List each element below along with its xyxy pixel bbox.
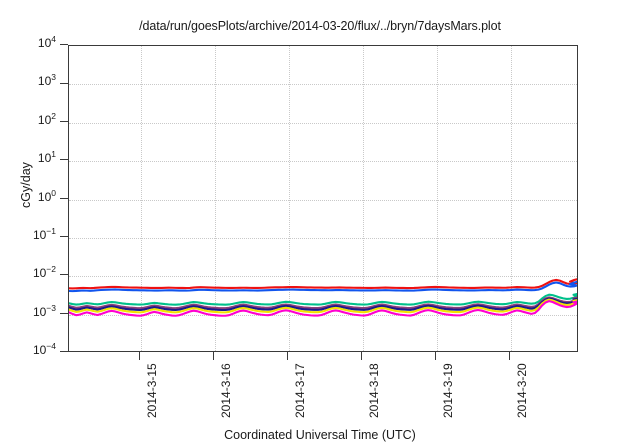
y-axis-tick-label: 104 — [37, 34, 56, 50]
y-axis-tick — [60, 44, 68, 46]
x-axis-tick-label: 2014-3-20 — [515, 363, 530, 418]
page-title: /data/run/goesPlots/archive/2014-03-20/f… — [139, 19, 501, 33]
y-axis-tick — [60, 197, 68, 199]
data-traces — [69, 46, 577, 351]
gridline-vertical — [141, 46, 142, 351]
x-axis-tick — [139, 352, 141, 360]
x-axis-tick-label: 2014-3-17 — [293, 363, 307, 418]
gridline-horizontal — [69, 84, 577, 86]
plot-area — [68, 45, 578, 352]
y-axis-tick — [60, 120, 68, 122]
x-axis-tick — [287, 352, 289, 360]
y-axis-tick — [60, 351, 68, 353]
y-axis-tick-label: 100 — [37, 187, 56, 204]
y-axis-tick-label: 10−3 — [32, 302, 56, 319]
gridline-horizontal — [69, 237, 577, 239]
y-axis-tick-label: 102 — [37, 110, 56, 127]
y-axis-tick-label: 10−4 — [32, 341, 56, 357]
x-axis-tick-label: 2014-3-19 — [441, 363, 456, 418]
y-axis-tick-label: 10−2 — [32, 264, 56, 281]
gridline-horizontal — [69, 161, 577, 163]
x-axis-tick-label: 2014-3-18 — [367, 363, 381, 418]
data-line-series-7 — [69, 301, 577, 316]
x-axis-label: Coordinated Universal Time (UTC) — [224, 428, 416, 442]
y-axis-tick — [60, 236, 68, 238]
y-axis-tick-label: 101 — [37, 149, 56, 166]
x-axis-tick — [213, 352, 215, 360]
gridline-vertical — [437, 46, 439, 351]
x-axis-tick — [361, 352, 363, 360]
gridline-vertical — [363, 46, 364, 351]
y-axis-tick-label: 103 — [37, 72, 56, 89]
y-axis-tick — [60, 312, 68, 314]
data-line-series-1 — [69, 279, 577, 288]
gridline-vertical — [511, 46, 513, 351]
data-line-series-6 — [69, 300, 577, 313]
y-axis-tick — [60, 274, 68, 276]
gridline-horizontal — [69, 276, 577, 278]
gridline-vertical — [215, 46, 216, 351]
y-axis-tick — [60, 159, 68, 161]
y-axis-tick-label: 10−1 — [32, 225, 56, 242]
data-line-series-4 — [69, 297, 577, 308]
y-axis-label: cGy/day — [19, 162, 33, 208]
x-axis-tick-label: 2014-3-16 — [219, 363, 233, 418]
x-axis-tick — [435, 352, 437, 360]
gridline-horizontal — [69, 122, 577, 124]
data-line-series-3 — [69, 294, 577, 305]
data-line-series-5 — [69, 299, 577, 310]
x-axis-tick-label: 2014-3-15 — [145, 363, 159, 418]
gridline-vertical — [289, 46, 290, 351]
y-axis-tick — [60, 82, 68, 84]
gridline-horizontal — [69, 199, 577, 201]
data-line-series-2 — [69, 282, 577, 291]
x-axis-tick — [509, 352, 511, 360]
